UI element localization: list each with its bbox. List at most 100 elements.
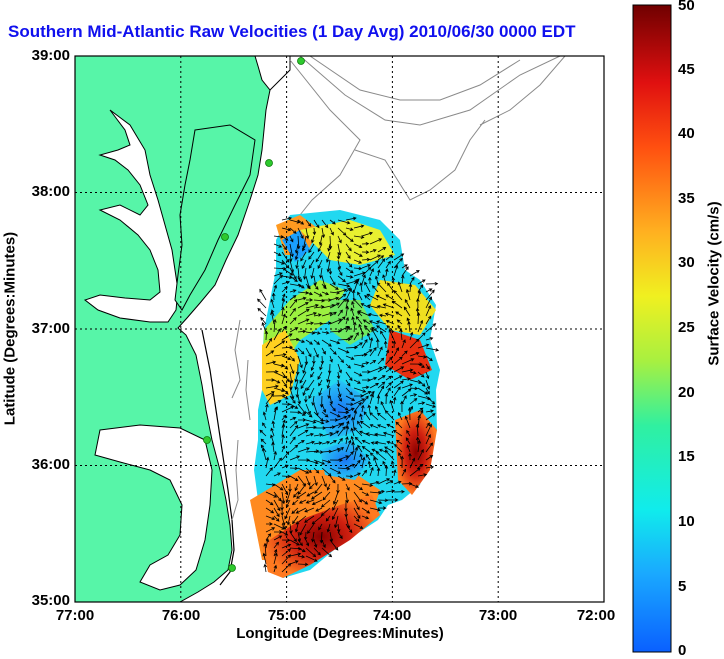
velocity-arrow <box>359 420 371 429</box>
velocity-arrow <box>392 469 397 477</box>
velocity-arrow <box>265 456 270 469</box>
velocity-arrow <box>369 337 374 349</box>
velocity-arrow <box>326 371 331 383</box>
velocity-arrow <box>409 371 417 375</box>
velocity-arrow <box>329 355 333 363</box>
velocity-arrow <box>259 288 267 301</box>
velocity-arrow <box>406 444 411 453</box>
velocity-arrow <box>311 235 315 244</box>
velocity-arrow <box>353 459 361 469</box>
velocity-arrow <box>393 264 399 277</box>
velocity-arrow <box>417 407 424 413</box>
velocity-arrow <box>297 355 303 369</box>
velocity-arrow <box>281 313 286 325</box>
velocity-arrow <box>361 439 371 445</box>
velocity-arrow <box>305 555 318 562</box>
velocity-arrow <box>281 445 286 453</box>
velocity-arrow <box>312 355 316 365</box>
velocity-arrow <box>329 447 341 453</box>
velocity-arrow <box>297 554 306 559</box>
velocity-arrow <box>361 338 368 349</box>
velocity-arrow <box>329 411 341 418</box>
velocity-arrow <box>297 329 307 334</box>
velocity-arrow <box>368 320 379 325</box>
velocity-arrow <box>396 319 403 325</box>
velocity-arrow <box>297 418 307 422</box>
velocity-arrow <box>353 280 359 293</box>
velocity-arrow <box>337 275 346 283</box>
velocity-arrow <box>337 475 346 481</box>
velocity-arrow <box>392 429 403 437</box>
velocity-arrow <box>273 541 280 549</box>
colorbar-tick-label: 45 <box>678 61 695 78</box>
velocity-arrow <box>313 419 325 425</box>
velocity-arrow <box>305 347 312 358</box>
velocity-arrow <box>394 443 403 453</box>
velocity-arrow <box>289 436 296 445</box>
velocity-arrow <box>361 264 371 269</box>
velocity-arrow <box>289 294 297 301</box>
x-tick-label: 73:00 <box>478 607 518 624</box>
velocity-arrow <box>401 339 406 349</box>
velocity-arrow <box>353 379 361 384</box>
velocity-arrow <box>345 451 354 461</box>
velocity-arrow <box>369 393 374 405</box>
velocity-arrow <box>380 330 387 341</box>
velocity-arrow <box>321 330 330 335</box>
velocity-arrow <box>305 547 317 558</box>
velocity-arrow <box>313 539 318 548</box>
y-tick-label: 36:00 <box>31 456 70 473</box>
velocity-arrow <box>273 379 281 384</box>
velocity-arrow <box>311 499 323 505</box>
velocity-arrow <box>273 400 282 405</box>
velocity-arrow <box>281 280 291 285</box>
velocity-arrow <box>334 515 339 529</box>
velocity-arrow <box>321 403 327 413</box>
velocity-arrow <box>297 219 305 225</box>
velocity-arrow <box>401 481 413 486</box>
velocity-arrow <box>314 483 323 494</box>
bathymetry-contours <box>231 56 566 521</box>
velocity-arrow <box>409 276 415 285</box>
velocity-arrow <box>425 363 430 370</box>
velocity-arrow <box>264 330 269 341</box>
velocity-arrow <box>385 320 395 325</box>
velocity-arrow <box>325 515 331 522</box>
velocity-arrow <box>329 395 333 405</box>
velocity-arrow <box>415 423 420 437</box>
plot-frame <box>74 55 605 603</box>
velocity-arrow <box>318 379 323 387</box>
velocity-arrow <box>289 307 296 317</box>
velocity-arrow <box>273 548 278 557</box>
velocity-arrow <box>263 563 268 573</box>
velocity-arrow <box>289 227 297 234</box>
velocity-arrow <box>369 499 383 505</box>
velocity-arrow <box>311 395 315 406</box>
velocity-arrow <box>289 539 300 546</box>
velocity-arrow <box>321 440 331 445</box>
colorbar-tick-label: 35 <box>678 190 695 207</box>
velocity-arrow <box>289 560 299 565</box>
velocity-arrow <box>374 432 387 437</box>
velocity-arrow <box>304 355 309 366</box>
velocity-arrow <box>404 415 411 429</box>
velocity-arrow <box>313 547 321 556</box>
velocity-arrow <box>345 420 350 429</box>
velocity-arrow <box>409 393 418 397</box>
velocity-arrow <box>318 235 323 246</box>
velocity-arrow <box>297 562 309 567</box>
colorbar-tick-label: 0 <box>678 642 687 659</box>
velocity-arrow <box>304 507 315 513</box>
velocity-arrow <box>265 403 269 413</box>
velocity-arrow <box>353 472 361 477</box>
station-marker <box>203 436 211 444</box>
velocity-arrow <box>417 387 429 395</box>
velocity-arrow <box>297 483 307 495</box>
velocity-arrow <box>289 289 297 293</box>
velocity-arrow <box>360 303 371 309</box>
velocity-arrow <box>261 447 267 461</box>
velocity-arrow <box>361 515 370 520</box>
velocity-arrow <box>361 391 372 397</box>
velocity-arrow <box>305 467 312 474</box>
velocity-arrow <box>273 564 277 573</box>
